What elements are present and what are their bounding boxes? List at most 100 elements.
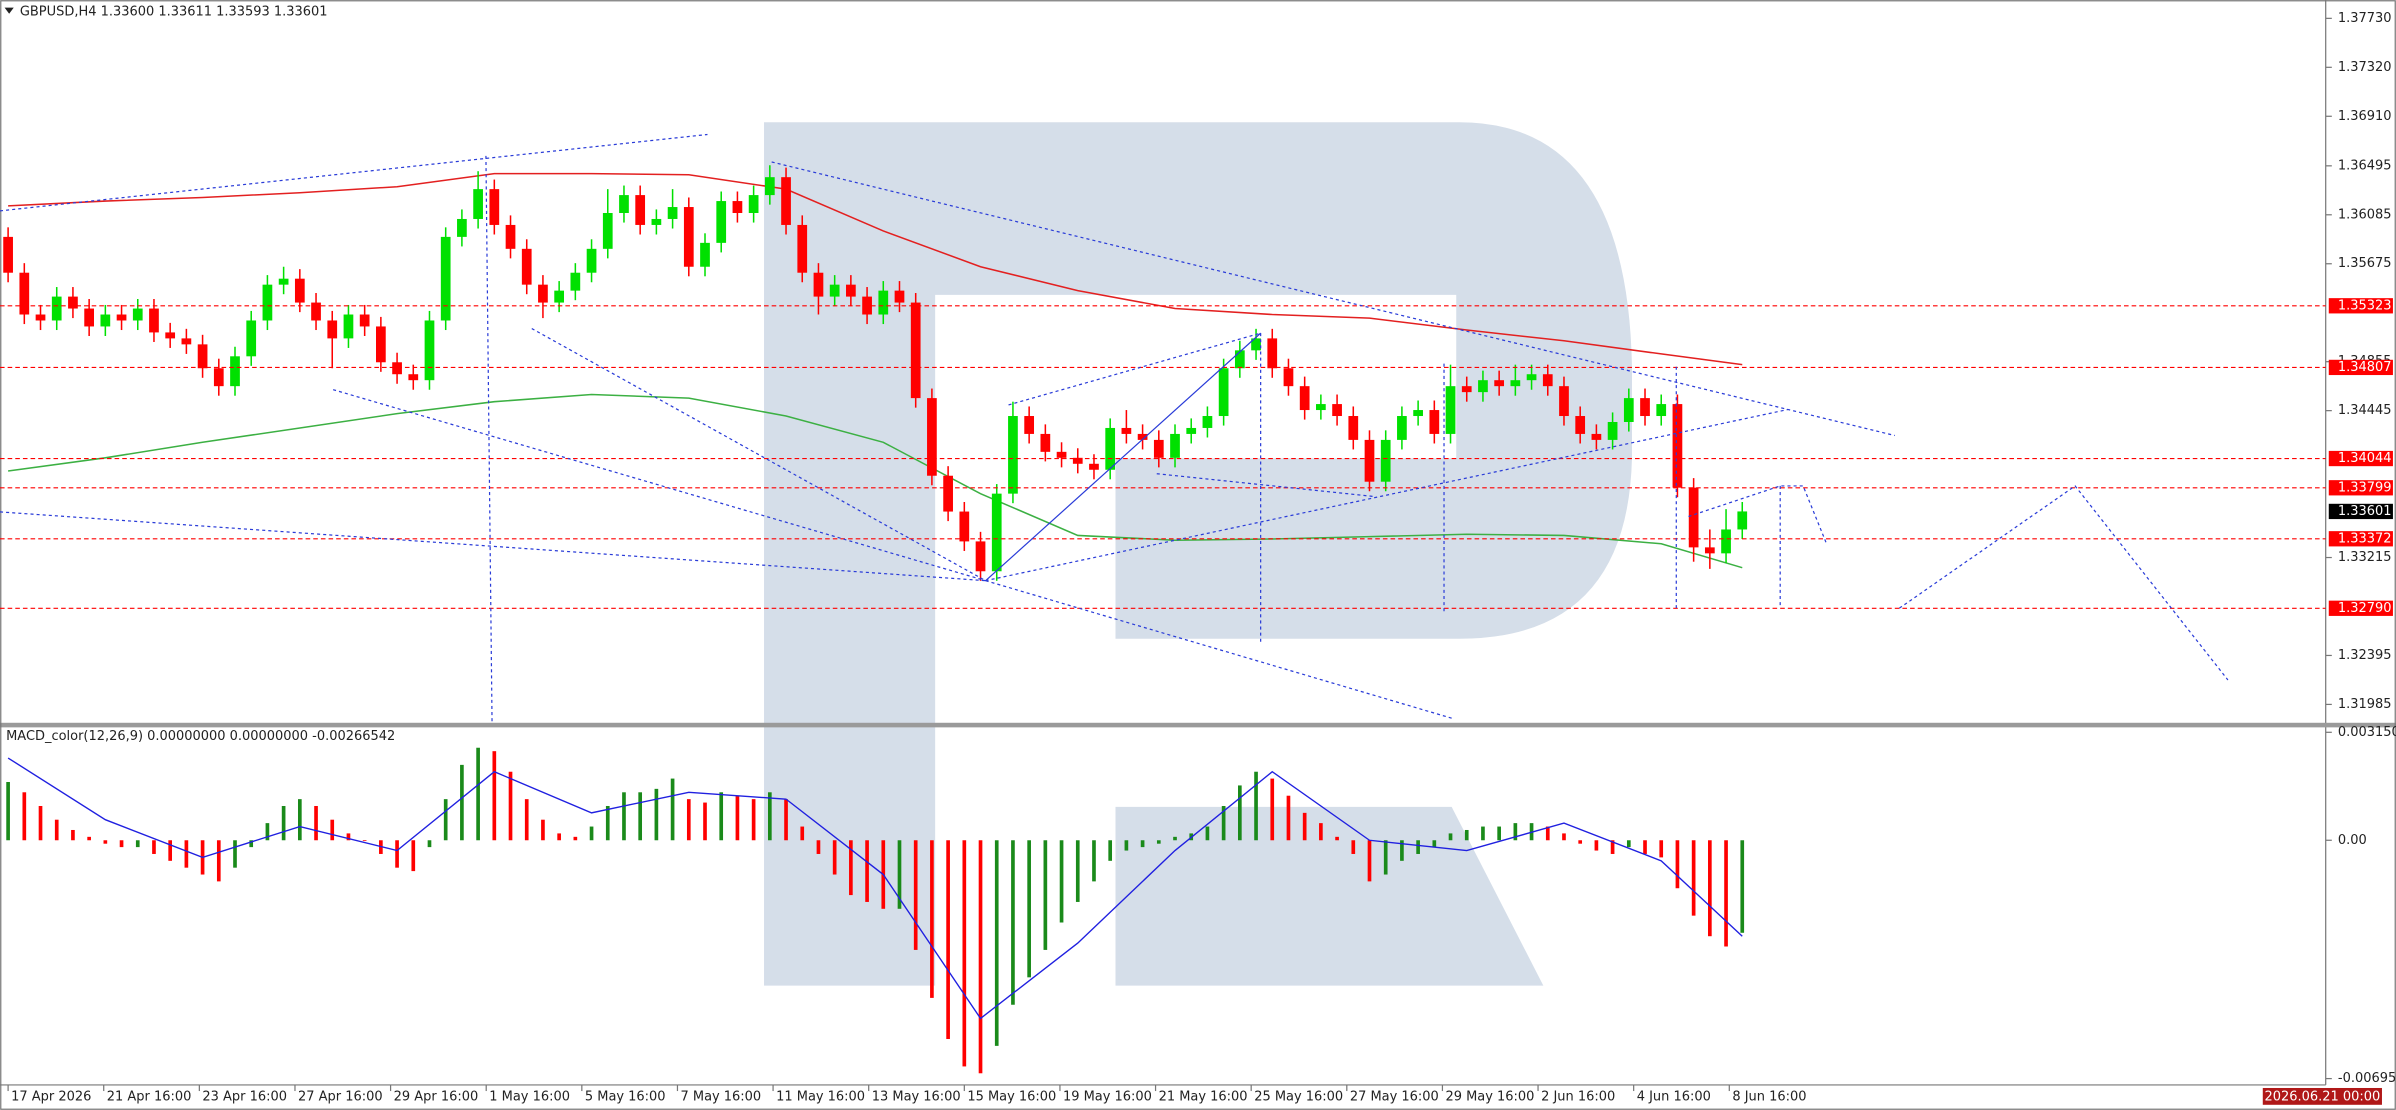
candle-body (1186, 427, 1197, 434)
level-label-box (2328, 450, 2393, 467)
macd-bar (492, 751, 497, 841)
y-tick-label: 1.36495 (2338, 158, 2392, 173)
last-price-box (2328, 503, 2393, 520)
candle-body (846, 284, 856, 297)
candle-body (1494, 380, 1505, 387)
trend-line (0, 133, 708, 212)
macd-bar (1416, 840, 1420, 854)
macd-bar (524, 799, 529, 841)
candle-body (116, 314, 127, 321)
macd-bar (719, 792, 724, 841)
candle-body (230, 356, 240, 387)
macd-bar (427, 840, 432, 848)
candle-body (1526, 374, 1537, 381)
candle-body (1137, 433, 1148, 440)
candle-body (424, 320, 435, 381)
x-tick-label: 15 May 16:00 (967, 1090, 1056, 1105)
macd-bar (362, 840, 367, 842)
candle-body (51, 296, 62, 321)
macd-bar (1286, 795, 1291, 841)
candle-body (181, 338, 192, 345)
macd-bar (216, 840, 221, 882)
moving-average (8, 393, 1743, 569)
indicator-title: MACD_color(12,26,9) 0.00000000 0.0000000… (6, 729, 395, 744)
macd-bar (395, 840, 399, 868)
candle-body (505, 224, 516, 249)
macd-bar (865, 840, 869, 902)
candle-body (246, 320, 257, 357)
candle-body (1397, 416, 1407, 440)
macd-bar (135, 840, 140, 848)
candle-body (197, 344, 208, 369)
x-tick-label: 21 May 16:00 (1159, 1090, 1248, 1105)
macd-bar (330, 819, 335, 841)
y-tick-label: 1.36085 (2338, 207, 2392, 222)
macd-bar (1075, 840, 1080, 902)
candle-body (100, 314, 111, 327)
macd-bar (265, 823, 270, 841)
macd-bar (1578, 840, 1583, 844)
macd-bar (703, 802, 707, 841)
macd-bar (1432, 840, 1437, 848)
candle-body (554, 290, 565, 303)
macd-bar (1319, 823, 1323, 841)
macd-bar (946, 840, 950, 1040)
macd-bar (849, 840, 853, 896)
candle-body (1672, 404, 1683, 488)
y-tick-label: 1.32395 (2338, 648, 2392, 663)
macd-bar (686, 799, 691, 841)
candle-body (1688, 487, 1699, 548)
candle-body (1429, 410, 1440, 434)
macd-bar (816, 840, 821, 854)
candle-body (132, 308, 143, 321)
candle-body (1056, 451, 1067, 458)
candle-body (392, 362, 402, 375)
y-tick-label: -0.0069550 (2338, 1071, 2396, 1086)
level-label: 1.35323 (2338, 298, 2392, 313)
macd-bar (508, 771, 513, 841)
x-tick-label: 25 May 16:00 (1254, 1090, 1343, 1105)
candle-body (1089, 463, 1099, 470)
trend-line (985, 580, 1452, 719)
macd-bar (103, 840, 108, 844)
macd-bar (281, 805, 286, 841)
candle-body (1024, 416, 1035, 434)
macd-bar (1562, 833, 1566, 841)
candle-body (1121, 427, 1132, 434)
macd-bar (589, 826, 594, 841)
macd-bar (1254, 771, 1258, 841)
level-label-box (2328, 531, 2393, 547)
candle-body (1332, 404, 1342, 417)
level-label-box (2328, 600, 2393, 616)
candle-body (149, 308, 159, 333)
symbol-icon (4, 7, 14, 14)
candle-body (716, 201, 727, 243)
candle-body (376, 326, 386, 363)
candle-body (1607, 421, 1618, 440)
macd-bar (913, 840, 918, 950)
candle-body (213, 368, 224, 387)
y-tick-label: 1.31985 (2338, 697, 2392, 712)
candle-body (1704, 547, 1715, 554)
candle-body (538, 284, 548, 303)
macd-bar (1205, 826, 1210, 841)
macd-bar (297, 799, 302, 841)
macd-bar (670, 778, 675, 841)
macd-bar (1545, 826, 1550, 841)
candle-body (1170, 433, 1180, 458)
candle-body (570, 272, 581, 291)
macd-bar (1221, 805, 1226, 841)
level-label: 1.33372 (2338, 531, 2392, 546)
macd-bar (1400, 840, 1404, 861)
macd-bar (1140, 840, 1145, 848)
candle-body (1218, 368, 1229, 417)
candle-body (927, 398, 937, 476)
macd-bar (1691, 840, 1696, 916)
candle-body (262, 284, 273, 321)
analysis-drawings (0, 133, 2229, 722)
candle-body (910, 302, 921, 399)
level-label-box (2328, 480, 2393, 496)
candle-body (1461, 386, 1472, 393)
macd-bar (1643, 840, 1647, 854)
candle-body (473, 189, 483, 219)
